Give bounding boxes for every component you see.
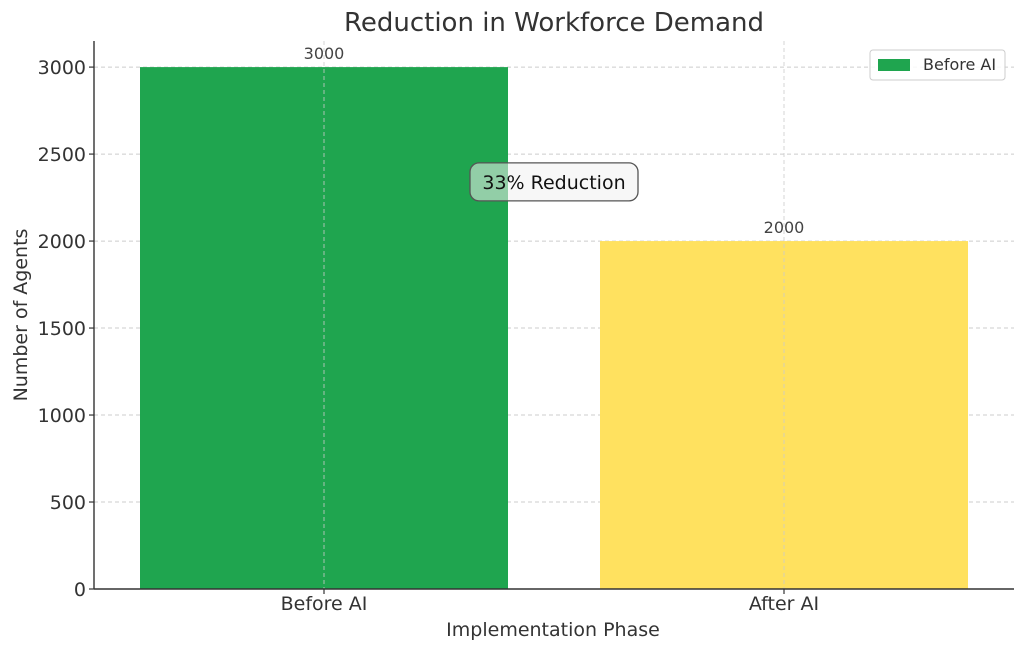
annotation-text: 33% Reduction [482,172,625,194]
legend: Before AI [869,49,1006,81]
annotation: 33% Reduction [469,162,639,202]
y-tick-label: 500 [50,492,86,514]
x-tick-label: Before AI [281,593,368,615]
chart-title: Reduction in Workforce Demand [344,8,764,38]
y-tick-label: 1000 [38,405,86,427]
y-tick-label: 2000 [38,231,86,253]
vertical-grid [323,41,785,589]
y-tick-label: 3000 [38,57,86,79]
axes [93,41,1014,590]
y-tick-label: 1500 [38,318,86,340]
x-tick-label: After AI [749,593,819,615]
legend-label: Before AI [923,55,996,74]
y-tick-label: 0 [74,579,86,601]
data-label: 2000 [764,218,805,237]
legend-swatch [878,59,910,71]
data-labels: 3000 2000 [304,44,805,237]
y-tick-label: 2500 [38,144,86,166]
bars [140,67,968,590]
legend-frame [869,49,1006,81]
data-label: 3000 [304,44,345,63]
y-axis-label: Number of Agents [10,229,32,402]
annotation-box [469,162,639,202]
ticks: 0 500 1000 1500 2000 2500 3000 Before AI After A… [38,57,820,615]
x-axis-label: Implementation Phase [446,619,660,641]
